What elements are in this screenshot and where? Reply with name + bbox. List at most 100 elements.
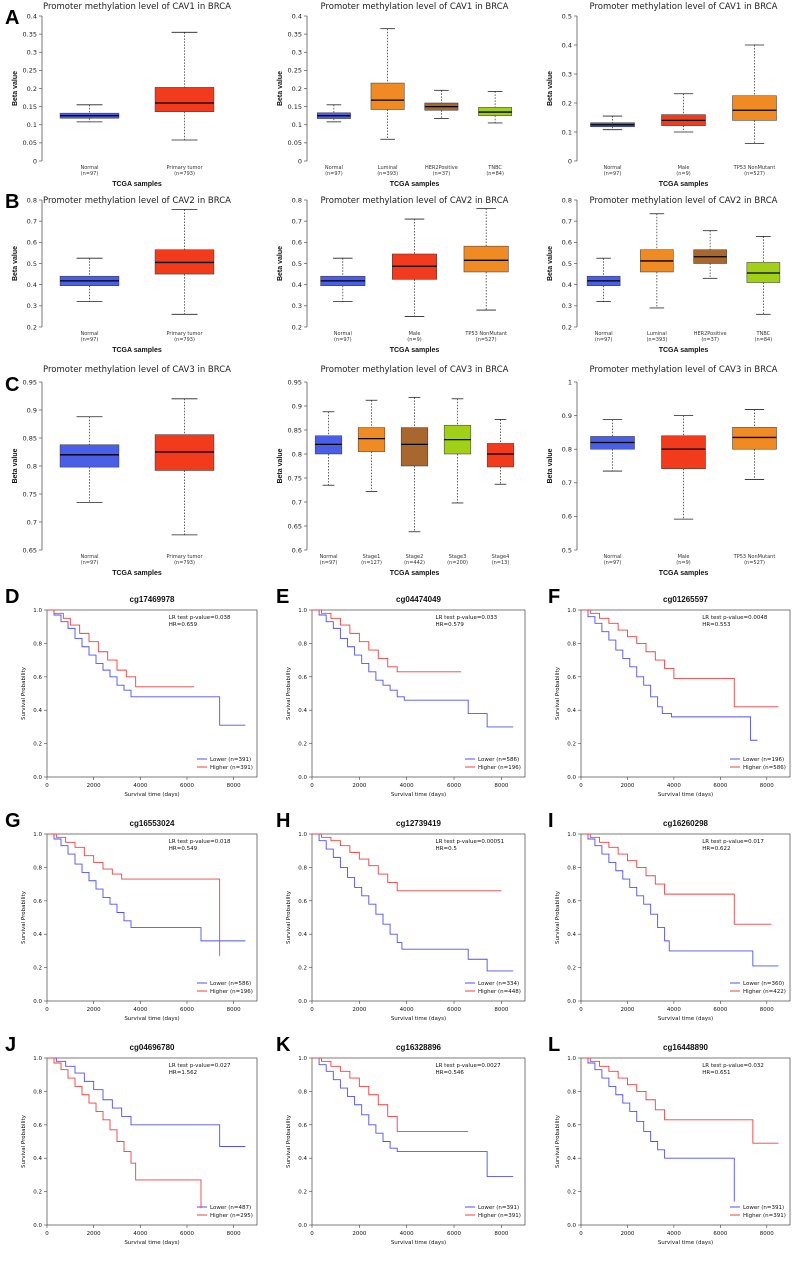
x-axis-label: Survival time (days)	[658, 1016, 713, 1022]
chart-title: Promoter methylation level of CAV2 in BR…	[43, 196, 231, 206]
y-axis-label: Beta value	[547, 71, 554, 106]
y-axis-label: Survival Probability	[286, 666, 292, 720]
series-line-higher	[47, 833, 221, 956]
y-tick-label: 0.4	[562, 41, 572, 49]
series-line-lower	[581, 833, 779, 967]
x-axis-label: Survival time (days)	[124, 1240, 179, 1246]
chart-title: Promoter methylation level of CAV2 in BR…	[590, 196, 778, 206]
chart-title: cg16328896	[396, 1043, 441, 1052]
box-stage4: Stage4(n=13)	[486, 419, 515, 566]
panel-letter: H	[276, 810, 290, 832]
y-tick-label: 1.0	[567, 608, 576, 614]
x-tick-label: 4000	[400, 1007, 414, 1013]
box-iqr	[732, 95, 777, 121]
box-iqr	[59, 444, 120, 468]
y-tick-label: 0.5	[562, 546, 572, 554]
chart-c1: C Promoter methylation level of CAV3 in B…	[5, 365, 231, 577]
y-axis-label: Beta value	[547, 246, 554, 281]
y-tick-label: 0.75	[23, 490, 37, 498]
annotation-pvalue: LR test p-value=0.0027	[436, 1063, 502, 1069]
box-iqr	[357, 427, 386, 452]
x-tick-label: 0	[45, 783, 49, 789]
legend-entry: Higher (n=196)	[210, 989, 253, 995]
y-tick-label: 0.95	[23, 378, 37, 386]
series-line-higher	[312, 1057, 469, 1132]
y-tick-label: 0.9	[562, 412, 572, 420]
box-normal: Normal(n=97)	[59, 257, 120, 343]
box-male: Male(n=9)	[392, 218, 437, 343]
x-tick-label: 2000	[352, 783, 366, 789]
category-label: TP53 NonMutant	[733, 554, 776, 560]
y-tick-label: 0.8	[562, 196, 572, 204]
series-line-lower	[581, 1057, 735, 1202]
y-tick-label: 0.8	[292, 196, 302, 204]
annotation-pvalue: LR test p-value=0.027	[169, 1063, 231, 1069]
y-tick-label: 0.8	[567, 865, 576, 871]
box-normal: Normal(n=97)	[586, 257, 621, 343]
y-tick-label: 0.0	[33, 775, 42, 781]
x-axis-label: TCGA samples	[112, 570, 162, 577]
legend-entry: Higher (n=196)	[478, 765, 521, 771]
x-tick-label: 0	[579, 1007, 583, 1013]
chart-c2: Promoter methylation level of CAV3 in BR…	[277, 365, 515, 577]
category-label: Normal	[319, 554, 337, 560]
box-normal: Normal(n=97)	[314, 411, 343, 566]
y-tick-label: 0.0	[567, 1223, 576, 1229]
y-tick-label: 0	[568, 157, 572, 165]
annotation-hr: HR=0.622	[702, 846, 730, 852]
x-tick-label: 0	[45, 1231, 49, 1237]
panel-letter: L	[548, 1034, 560, 1056]
x-tick-label: 6000	[447, 1231, 461, 1237]
category-label: Normal	[603, 165, 621, 171]
y-tick-label: 1.0	[567, 832, 576, 838]
y-tick-label: 0.4	[298, 932, 307, 938]
x-axis-label: TCGA samples	[390, 181, 440, 188]
plot-frame	[311, 609, 526, 778]
y-tick-label: 0.8	[298, 1089, 307, 1095]
y-tick-label: 0.4	[298, 1156, 307, 1162]
panel-letter: E	[276, 586, 289, 608]
annotation-pvalue: LR test p-value=0.0048	[702, 615, 768, 621]
x-axis-label: Survival time (days)	[391, 792, 446, 798]
y-tick-label: 0.2	[298, 1190, 307, 1196]
category-label: Primary tumor	[166, 554, 203, 560]
chart-b2: Promoter methylation level of CAV2 in BR…	[277, 196, 509, 354]
annotation-hr: HR=0.579	[436, 622, 465, 628]
y-tick-label: 0.6	[292, 546, 302, 554]
y-tick-label: 0.6	[33, 1123, 42, 1129]
x-tick-label: 6000	[713, 783, 727, 789]
y-tick-label: 1.0	[298, 608, 307, 614]
annotation-pvalue: LR test p-value=0.018	[169, 839, 231, 845]
category-label: Primary tumor	[166, 331, 203, 337]
box-her2positive: HER2Positive(n=37)	[693, 230, 727, 343]
legend-entry: Higher (n=391)	[478, 1213, 521, 1219]
y-tick-label: 0.2	[33, 966, 42, 972]
chart-title: Promoter methylation level of CAV3 in BR…	[590, 365, 778, 375]
x-tick-label: 0	[45, 1007, 49, 1013]
annotation-pvalue: LR test p-value=0.038	[169, 615, 231, 621]
series-line-higher	[581, 1057, 779, 1144]
plot-frame	[580, 609, 791, 778]
panel-letter: J	[5, 1034, 16, 1056]
y-axis-label: Survival Probability	[286, 890, 292, 944]
chart-b1: B Promoter methylation level of CAV2 in B…	[5, 191, 231, 354]
panel-letter: I	[548, 810, 554, 832]
category-n: (n=97)	[81, 560, 99, 566]
box-iqr	[661, 435, 706, 469]
y-tick-label: 1.0	[298, 832, 307, 838]
y-tick-label: 0.9	[292, 402, 302, 410]
y-tick-label: 0.4	[298, 708, 307, 714]
box-iqr	[370, 82, 405, 110]
plot-frame	[46, 1057, 258, 1226]
y-axis-label: Survival Probability	[555, 1114, 561, 1168]
y-axis-label: Beta value	[277, 71, 284, 106]
x-axis-label: TCGA samples	[390, 570, 440, 577]
x-tick-label: 6000	[447, 783, 461, 789]
y-tick-label: 0.6	[567, 675, 576, 681]
plot-frame	[46, 609, 258, 778]
y-tick-label: 0.05	[288, 139, 302, 147]
